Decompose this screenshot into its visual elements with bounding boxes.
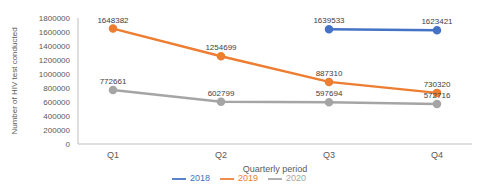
svg-text:597694: 597694: [316, 89, 343, 98]
svg-text:1000000: 1000000: [39, 70, 71, 79]
svg-text:1254699: 1254699: [205, 43, 237, 52]
svg-text:0: 0: [66, 140, 71, 149]
svg-text:1648382: 1648382: [97, 16, 129, 25]
html-text:2019: 2019: [238, 173, 258, 184]
svg-text:730320: 730320: [424, 80, 451, 89]
svg-text:Q3: Q3: [323, 150, 335, 160]
svg-text:887310: 887310: [316, 69, 343, 78]
svg-text:Quarterly period: Quarterly period: [243, 164, 308, 174]
html-text:2018: 2018: [190, 173, 210, 184]
svg-text:Number of HIV test conducted: Number of HIV test conducted: [10, 27, 19, 134]
svg-text:Q2: Q2: [215, 150, 227, 160]
svg-text:1600000: 1600000: [39, 28, 71, 37]
svg-text:800000: 800000: [43, 84, 70, 93]
svg-text:1623421: 1623421: [421, 17, 453, 26]
svg-text:1200000: 1200000: [39, 56, 71, 65]
svg-text:772661: 772661: [100, 77, 127, 86]
svg-text:Q1: Q1: [107, 150, 119, 160]
svg-text:Q4: Q4: [431, 150, 443, 160]
svg-text:602799: 602799: [208, 89, 235, 98]
svg-text:1800000: 1800000: [39, 14, 71, 23]
svg-text:1639533: 1639533: [313, 16, 345, 25]
svg-text:400000: 400000: [43, 112, 70, 121]
svg-text:200000: 200000: [43, 126, 70, 135]
svg-text:572716: 572716: [424, 91, 451, 100]
svg-text:600000: 600000: [43, 98, 70, 107]
svg-text:1400000: 1400000: [39, 42, 71, 51]
html-text:2020: 2020: [286, 173, 306, 184]
